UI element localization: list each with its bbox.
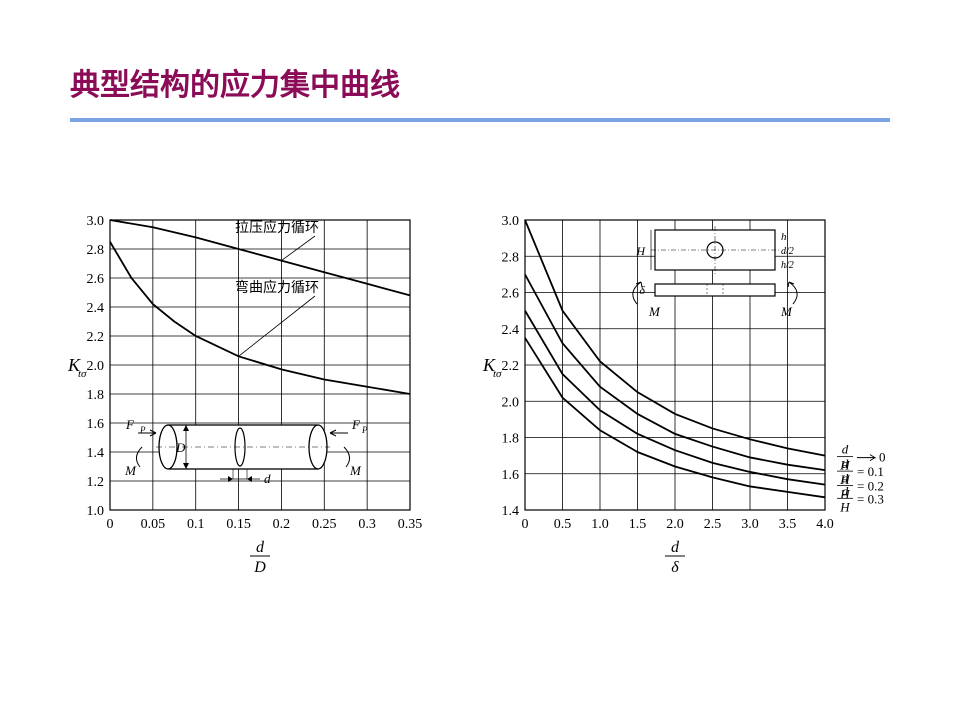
svg-text:3.0: 3.0 xyxy=(87,214,105,229)
svg-text:0.25: 0.25 xyxy=(312,517,337,532)
svg-text:0.3: 0.3 xyxy=(358,517,376,532)
svg-text:2.5: 2.5 xyxy=(704,517,722,532)
svg-text:3.0: 3.0 xyxy=(741,517,759,532)
svg-text:1.6: 1.6 xyxy=(87,417,105,432)
svg-text:M: M xyxy=(124,463,137,478)
svg-text:M: M xyxy=(780,304,793,319)
svg-text:2.4: 2.4 xyxy=(502,323,520,338)
svg-text:d: d xyxy=(264,471,271,486)
svg-text:2.8: 2.8 xyxy=(502,250,520,265)
svg-text:3.5: 3.5 xyxy=(779,517,797,532)
svg-text:2.0: 2.0 xyxy=(666,517,684,532)
svg-text:P: P xyxy=(139,425,146,435)
svg-text:= 0.1: = 0.1 xyxy=(857,464,884,479)
svg-text:0: 0 xyxy=(107,517,114,532)
svg-text:d/2: d/2 xyxy=(781,246,794,257)
svg-text:1.4: 1.4 xyxy=(502,504,520,519)
svg-text:d: d xyxy=(256,539,265,556)
svg-text:D: D xyxy=(175,440,186,455)
page-title: 典型结构的应力集中曲线 xyxy=(70,60,400,104)
svg-text:0.15: 0.15 xyxy=(226,517,251,532)
svg-text:1.5: 1.5 xyxy=(629,517,647,532)
svg-text:H: H xyxy=(635,244,646,258)
svg-text:P: P xyxy=(361,425,368,435)
svg-text:2.0: 2.0 xyxy=(87,359,105,374)
svg-text:0.05: 0.05 xyxy=(141,517,166,532)
svg-text:h/2: h/2 xyxy=(781,260,794,271)
svg-text:d: d xyxy=(671,539,680,556)
title-underline xyxy=(70,118,890,122)
svg-text:F: F xyxy=(125,417,135,432)
svg-text:1.6: 1.6 xyxy=(502,468,520,483)
svg-text:2.6: 2.6 xyxy=(87,272,105,287)
svg-text:0.5: 0.5 xyxy=(554,517,572,532)
svg-text:1.4: 1.4 xyxy=(87,446,105,461)
svg-text:弯曲应力循环: 弯曲应力循环 xyxy=(235,279,319,296)
svg-text:F: F xyxy=(351,417,361,432)
svg-text:tσ: tσ xyxy=(493,368,502,380)
svg-text:0.1: 0.1 xyxy=(187,517,205,532)
charts-container: 0 0.05 0.1 0.15 0.2 0.25 0.3 0.35 1.0 1.2 1.4 1.6 1.… xyxy=(40,200,920,620)
svg-text:0: 0 xyxy=(879,450,886,465)
svg-text:2.0: 2.0 xyxy=(502,395,520,410)
svg-text:δ: δ xyxy=(639,283,645,297)
svg-text:4.0: 4.0 xyxy=(816,517,834,532)
svg-text:2.8: 2.8 xyxy=(87,243,105,258)
svg-text:= 0.3: = 0.3 xyxy=(857,491,884,506)
svg-text:1.0: 1.0 xyxy=(591,517,609,532)
svg-text:M: M xyxy=(648,304,661,319)
svg-text:2.6: 2.6 xyxy=(502,287,520,302)
svg-text:0.35: 0.35 xyxy=(398,517,423,532)
charts-svg: 0 0.05 0.1 0.15 0.2 0.25 0.3 0.35 1.0 1.2 1.4 1.6 1.… xyxy=(40,200,920,620)
svg-text:M: M xyxy=(349,463,362,478)
svg-text:0.2: 0.2 xyxy=(273,517,291,532)
svg-text:1.0: 1.0 xyxy=(87,504,105,519)
svg-text:h: h xyxy=(781,231,787,243)
svg-text:H: H xyxy=(839,499,850,514)
svg-text:3.0: 3.0 xyxy=(502,214,520,229)
svg-text:d: d xyxy=(842,442,849,457)
svg-text:tσ: tσ xyxy=(78,368,87,380)
svg-text:δ: δ xyxy=(671,559,679,576)
svg-text:d: d xyxy=(842,483,849,498)
svg-text:2.2: 2.2 xyxy=(87,330,105,345)
svg-text:拉压应力循环: 拉压应力循环 xyxy=(235,219,319,236)
svg-text:d: d xyxy=(842,456,849,471)
svg-text:2.4: 2.4 xyxy=(87,301,105,316)
svg-text:1.8: 1.8 xyxy=(502,432,520,447)
svg-text:2.2: 2.2 xyxy=(502,359,520,374)
svg-text:1.8: 1.8 xyxy=(87,388,105,403)
svg-text:0: 0 xyxy=(522,517,529,532)
svg-text:D: D xyxy=(253,559,266,576)
svg-text:1.2: 1.2 xyxy=(87,475,105,490)
